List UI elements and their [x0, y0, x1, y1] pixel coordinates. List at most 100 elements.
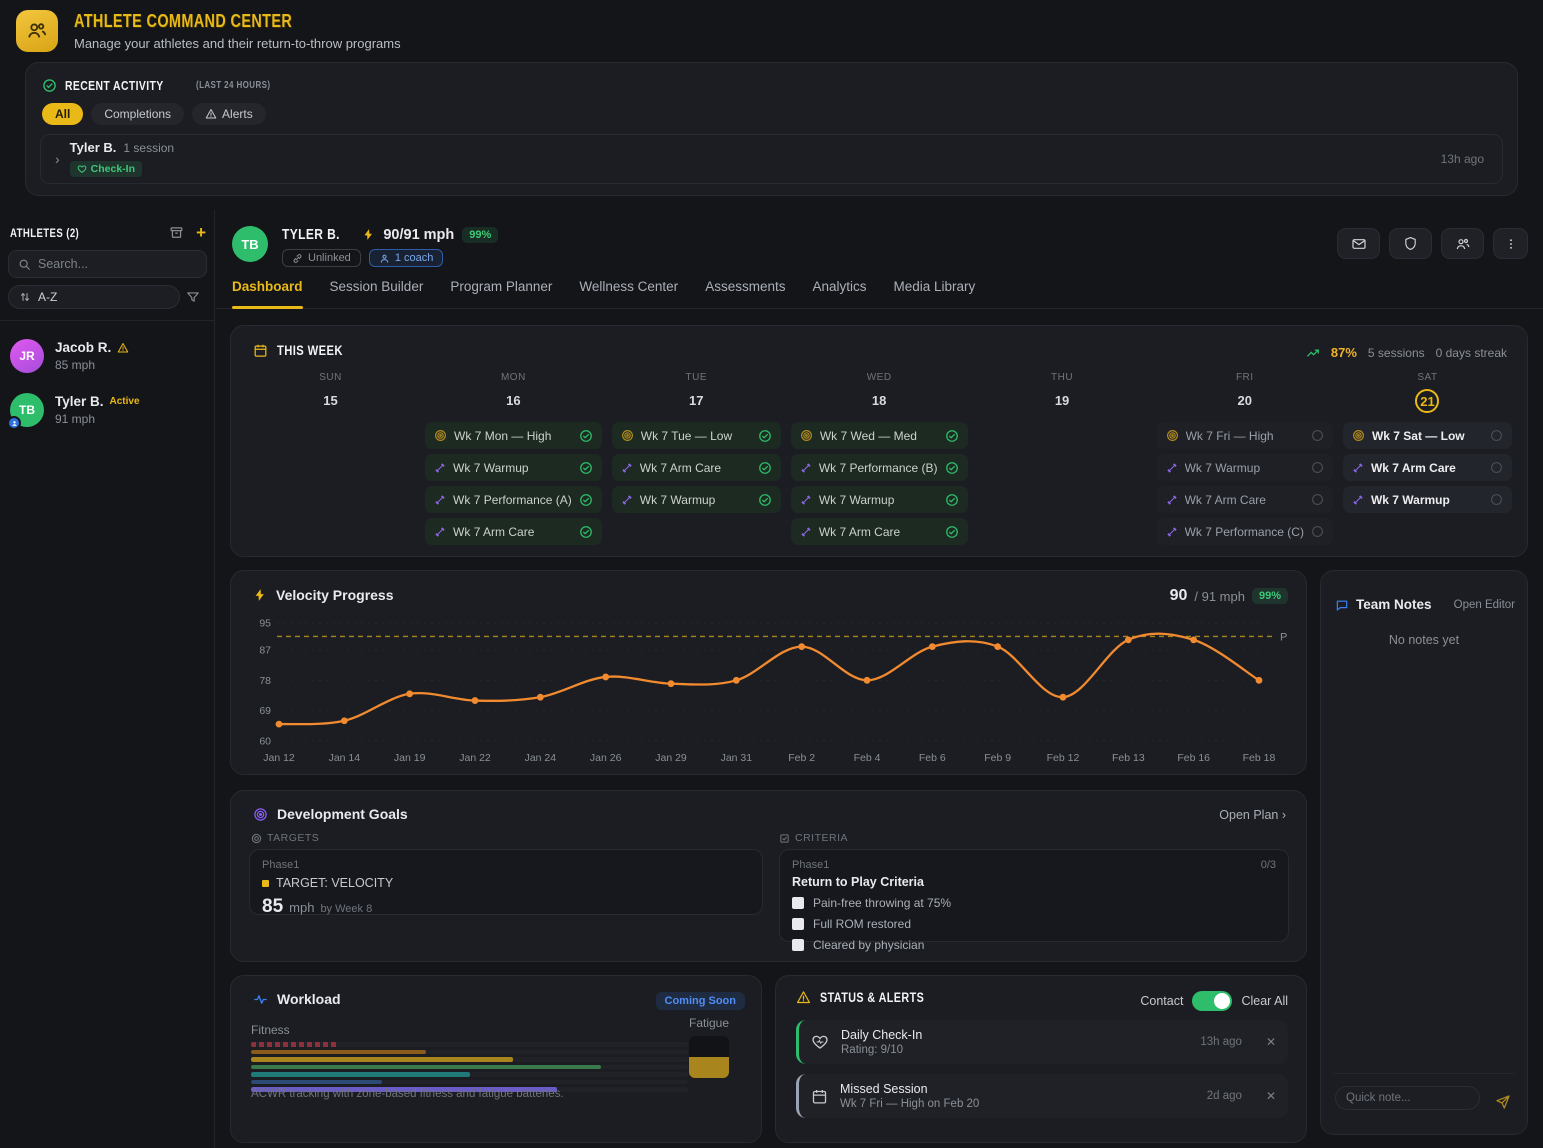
active-tag: Active — [109, 396, 140, 407]
session-card[interactable]: Wk 7 Arm Care — [1342, 454, 1512, 481]
sessions-count: 5 sessions — [1367, 345, 1425, 360]
check-circle-icon — [758, 429, 772, 443]
add-athlete-button[interactable]: + — [196, 223, 206, 242]
target-icon — [434, 429, 447, 442]
search-placeholder: Search... — [38, 257, 89, 271]
session-card[interactable]: Wk 7 Warmup — [1342, 486, 1512, 513]
session-card[interactable]: Wk 7 Warmup — [790, 486, 968, 513]
target-velocity: / 91 mph — [1194, 588, 1245, 604]
trending-up-icon — [1306, 348, 1319, 357]
svg-text:Jan 31: Jan 31 — [721, 752, 753, 764]
athlete-velocity: 85 mph — [55, 358, 96, 372]
alert-time: 2d ago — [1206, 1090, 1242, 1102]
athlete-item-jacob[interactable]: JR Jacob R. 85 mph — [0, 328, 214, 384]
shield-icon — [1405, 237, 1416, 250]
session-card[interactable]: Wk 7 Mon — High — [425, 422, 602, 449]
athlete-item-tyler[interactable]: TB Tyler B. Active 91 mph — [0, 382, 214, 438]
session-card[interactable]: Wk 7 Fri — High — [1156, 422, 1333, 449]
this-week-title: THIS WEEK — [277, 342, 343, 358]
this-week-panel: THIS WEEK 87% 5 sessions 0 days streak S… — [230, 325, 1528, 557]
archive-icon[interactable] — [169, 225, 184, 240]
sort-select[interactable]: A-Z — [8, 285, 180, 309]
avatar: TB — [7, 393, 44, 430]
session-card[interactable]: Wk 7 Arm Care — [1156, 486, 1333, 513]
svg-text:60: 60 — [259, 736, 271, 748]
workload-panel: Workload Coming Soon Fitness Fatigue ACW… — [230, 975, 762, 1143]
open-editor-link[interactable]: Open Editor — [1453, 598, 1515, 611]
search-input[interactable]: Search... — [8, 250, 207, 278]
tab-media-library[interactable]: Media Library — [893, 279, 976, 294]
chevron-right-icon[interactable]: › — [55, 151, 60, 167]
activity-row[interactable]: › Tyler B. 1 session Check-In 13h ago — [40, 134, 1503, 184]
target-deadline: by Week 8 — [320, 903, 373, 915]
svg-text:Jan 26: Jan 26 — [590, 752, 622, 764]
close-icon[interactable]: ✕ — [1265, 1089, 1276, 1103]
tab-program-planner[interactable]: Program Planner — [450, 279, 553, 294]
day-label: SUN — [319, 372, 342, 383]
status-alerts-panel: STATUS & ALERTS Contact Clear All Daily … — [775, 975, 1307, 1143]
users-icon — [1456, 238, 1469, 249]
filter-icon[interactable] — [186, 290, 200, 304]
clear-all-button[interactable]: Clear All — [1241, 994, 1288, 1008]
checkbox[interactable] — [792, 939, 804, 951]
shield-button[interactable] — [1389, 228, 1432, 259]
session-card[interactable]: Wk 7 Wed — Med — [790, 422, 968, 449]
calendar-day-fri: FRI 20 Wk 7 Fri — High Wk 7 Warmup Wk 7 Arm … — [1152, 372, 1338, 545]
session-card[interactable]: Wk 7 Performance (A) — [425, 486, 602, 513]
more-menu-button[interactable] — [1493, 228, 1528, 259]
coming-soon-badge: Coming Soon — [655, 992, 745, 1010]
alert-time: 13h ago — [1200, 1036, 1242, 1048]
person-icon — [380, 254, 389, 263]
tab-wellness-center[interactable]: Wellness Center — [579, 279, 679, 294]
session-card[interactable]: Wk 7 Arm Care — [611, 454, 781, 481]
pending-circle-icon — [1490, 461, 1503, 474]
velocity-chart: 95 87 78 69 60 P Jan 12 Jan 14 Jan 19 Jan 22 Jan 2… — [243, 611, 1296, 776]
open-plan-link[interactable]: Open Plan › — [1219, 808, 1286, 822]
filter-chip-all[interactable]: All — [42, 103, 84, 125]
svg-text:Jan 14: Jan 14 — [329, 752, 361, 764]
session-card[interactable]: Wk 7 Warmup — [1156, 454, 1333, 481]
sort-icon — [20, 292, 30, 302]
checkbox[interactable] — [792, 897, 804, 909]
tab-analytics[interactable]: Analytics — [812, 279, 867, 294]
session-card[interactable]: Wk 7 Arm Care — [790, 518, 968, 545]
svg-text:Feb 2: Feb 2 — [788, 752, 815, 764]
session-card[interactable]: Wk 7 Tue — Low — [611, 422, 781, 449]
session-card[interactable]: Wk 7 Warmup — [425, 454, 602, 481]
target-card[interactable]: Phase1 TARGET: VELOCITY 85 mph by Week 8 — [249, 849, 763, 917]
session-card[interactable]: Wk 7 Arm Care — [425, 518, 602, 545]
session-card[interactable]: Wk 7 Performance (B) — [790, 454, 968, 481]
heart-icon — [812, 1035, 828, 1049]
notes-empty-state: No notes yet — [1388, 633, 1460, 647]
calendar-day-thu: THU 19 — [973, 372, 1152, 545]
send-icon[interactable] — [1495, 1094, 1511, 1110]
athlete-avatar: TB — [232, 226, 268, 262]
warning-icon — [205, 109, 217, 119]
pending-circle-icon — [1311, 525, 1324, 538]
message-button[interactable] — [1337, 228, 1380, 259]
link-icon — [293, 253, 302, 263]
tab-session-builder[interactable]: Session Builder — [329, 279, 424, 294]
alert-daily-checkin[interactable]: Daily Check-In Rating: 9/10 13h ago ✕ — [796, 1020, 1288, 1064]
target-icon — [800, 429, 813, 442]
alert-missed-session[interactable]: Missed Session Wk 7 Fri — High on Feb 20… — [796, 1074, 1288, 1118]
svg-text:95: 95 — [259, 618, 271, 630]
checkbox[interactable] — [792, 918, 804, 930]
quick-note-input[interactable]: Quick note... — [1335, 1086, 1480, 1110]
svg-text:Feb 12: Feb 12 — [1047, 752, 1080, 764]
filter-chip-completions[interactable]: Completions — [91, 103, 185, 125]
workload-caption: ACWR tracking with zone-based fitness an… — [251, 1088, 564, 1100]
session-card[interactable]: Wk 7 Warmup — [611, 486, 781, 513]
target-icon — [1352, 429, 1365, 442]
velocity-percent-badge: 99% — [1251, 588, 1288, 604]
sidebar-title: ATHLETES (2) — [10, 225, 80, 240]
session-card[interactable]: Wk 7 Performance (C) — [1156, 518, 1333, 545]
session-card[interactable]: Wk 7 Sat — Low — [1342, 422, 1512, 449]
tab-dashboard[interactable]: Dashboard — [232, 279, 303, 309]
coaches-button[interactable] — [1441, 228, 1484, 259]
tab-assessments[interactable]: Assessments — [705, 279, 786, 294]
contact-toggle[interactable] — [1192, 991, 1233, 1011]
check-circle-icon — [945, 493, 959, 507]
filter-chip-alerts[interactable]: Alerts — [192, 103, 266, 125]
close-icon[interactable]: ✕ — [1265, 1035, 1276, 1049]
